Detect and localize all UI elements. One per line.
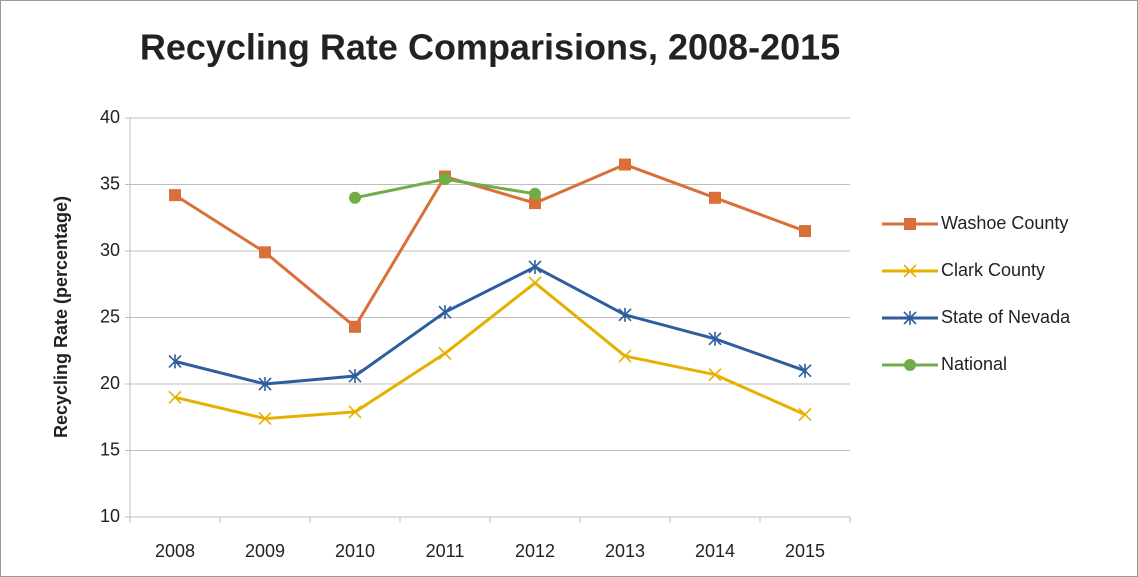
series-marker [438, 346, 452, 360]
series-marker [259, 246, 271, 259]
legend-label: Clark County [941, 260, 1045, 280]
series-line [174, 265, 806, 386]
series-marker [709, 191, 721, 204]
x-tick-label: 2008 [155, 541, 195, 561]
series-marker [528, 276, 542, 290]
series-marker [349, 191, 361, 204]
series-marker [348, 405, 362, 419]
legend-marker [903, 264, 917, 278]
series-marker [619, 158, 631, 171]
series-marker [799, 225, 811, 238]
series-marker [169, 189, 181, 202]
series-marker [618, 349, 632, 363]
y-tick-label: 15 [100, 439, 120, 459]
x-tick-label: 2012 [515, 541, 555, 561]
series-marker [348, 369, 362, 384]
series-marker [798, 363, 812, 378]
x-tick-label: 2013 [605, 541, 645, 561]
legend-label: Washoe County [941, 213, 1068, 233]
series-marker [529, 197, 541, 210]
y-tick-label: 35 [100, 173, 120, 193]
x-tick-label: 2011 [426, 541, 465, 561]
series-marker [258, 377, 272, 391]
chart-title: Recycling Rate Comparisions, 2008-2015 [140, 27, 840, 68]
y-tick-label: 10 [100, 506, 120, 526]
y-tick-label: 40 [100, 107, 120, 127]
series-marker [168, 354, 182, 369]
series-marker [618, 307, 632, 322]
legend-marker [904, 359, 916, 371]
x-tick-label: 2015 [785, 541, 825, 561]
series-marker [708, 368, 722, 382]
y-tick-label: 25 [100, 306, 120, 326]
legend-label: State of Nevada [941, 307, 1071, 327]
y-tick-label: 30 [100, 240, 120, 260]
series-marker [708, 331, 722, 346]
series-line [174, 163, 806, 329]
legend-marker [904, 218, 916, 230]
x-tick-label: 2009 [245, 541, 285, 561]
y-axis-label: Recycling Rate (percentage) [51, 196, 71, 438]
series-marker [529, 187, 541, 200]
series-marker [439, 173, 451, 186]
series-marker [438, 305, 452, 320]
x-tick-label: 2014 [695, 541, 735, 561]
y-tick-label: 20 [100, 373, 120, 393]
legend-marker [903, 311, 917, 325]
series-line [174, 281, 806, 421]
series-marker [168, 390, 182, 404]
series-marker [528, 259, 542, 274]
x-tick-label: 2010 [335, 541, 375, 561]
series-marker [258, 412, 272, 426]
legend-label: National [941, 354, 1007, 374]
series-marker [798, 408, 812, 422]
series-marker [349, 320, 361, 333]
